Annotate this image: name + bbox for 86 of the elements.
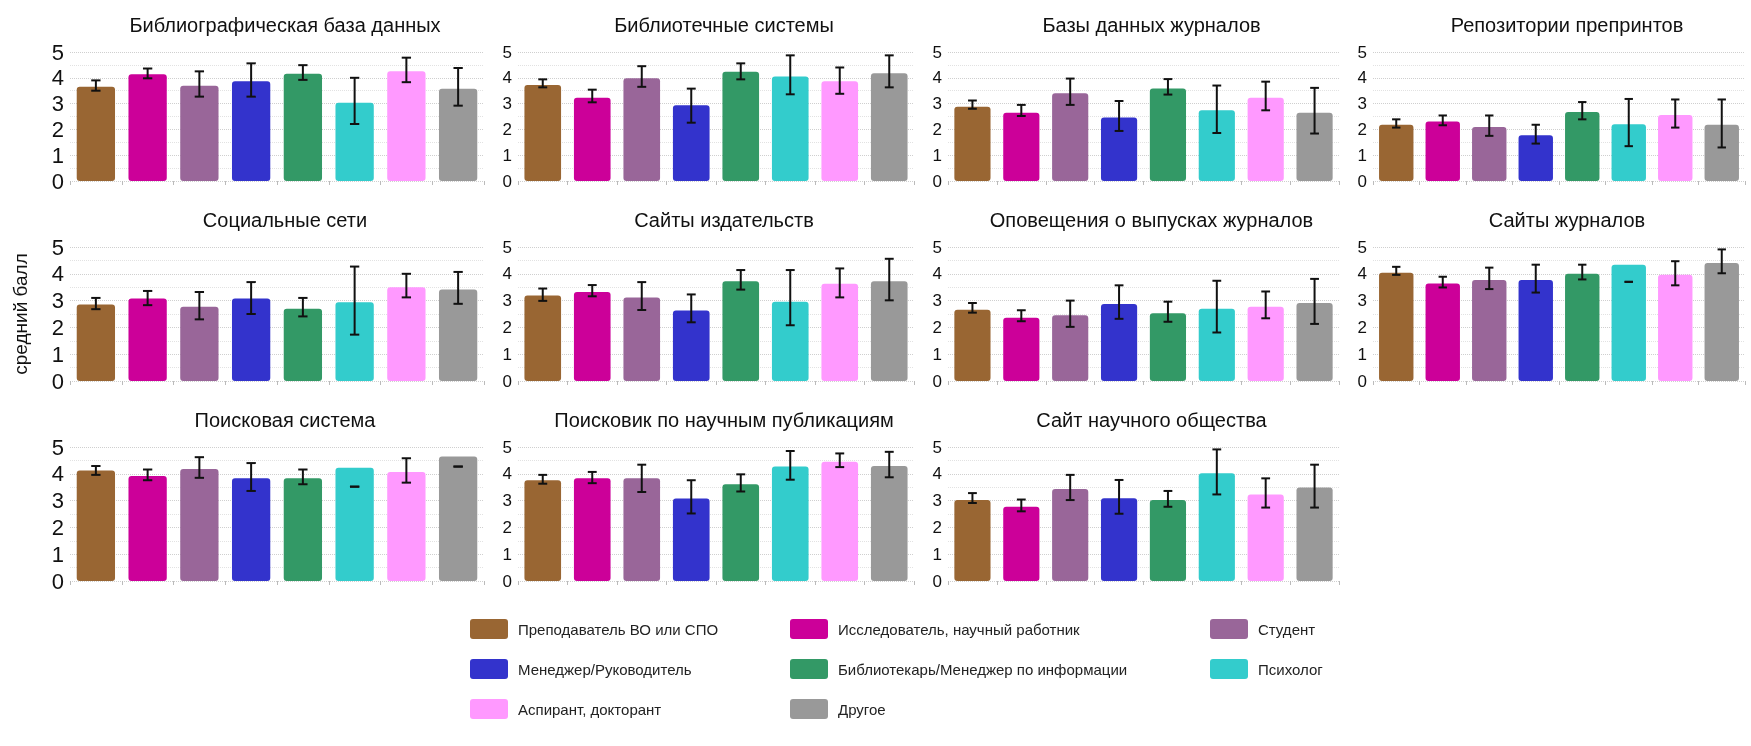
chart-title: Сайты журналов [1488,209,1646,231]
y-tick-label: 4 [932,264,942,284]
y-tick-label: 0 [932,571,942,591]
y-tick-label: 4 [51,261,64,287]
y-tick-label: 4 [51,65,64,91]
y-tick-label: 4 [502,264,512,284]
y-tick-label: 4 [932,464,942,484]
y-tick-label: 2 [51,314,64,340]
y-tick-label: 0 [502,171,512,191]
y-tick-label: 1 [51,541,64,567]
y-tick-label: 5 [1357,42,1367,62]
chart-title: Базы данных журналов [1042,14,1261,36]
y-axis-title: средний балл [10,253,31,375]
y-tick-label: 0 [502,571,512,591]
y-tick-label: 0 [51,168,64,194]
y-tick-label: 1 [1357,145,1367,165]
y-tick-label: 5 [502,237,512,257]
y-tick-label: 2 [502,317,512,337]
y-tick-label: 3 [502,291,512,311]
y-tick-label: 4 [51,461,64,487]
y-tick-label: 5 [1357,237,1367,257]
y-tick-label: 0 [51,568,64,594]
y-tick-label: 3 [932,291,942,311]
y-tick-label: 0 [1357,371,1367,391]
y-tick-label: 3 [51,288,64,314]
legend-label: Студент [1258,620,1316,638]
chart-title: Сайты издательств [634,209,814,231]
chart-title: Социальные сети [202,209,368,231]
y-tick-label: 4 [1357,68,1367,88]
y-tick-label: 2 [502,517,512,537]
y-tick-label: 2 [51,514,64,540]
chart-title: Сайт научного общества [1036,409,1268,431]
chart-title: Оповещения о выпусках журналов [989,209,1314,231]
y-tick-label: 5 [932,42,942,62]
y-tick-label: 2 [932,317,942,337]
y-tick-label: 4 [502,464,512,484]
chart-title: Поисковая система [194,409,377,431]
legend-label: Другое [838,700,886,718]
y-tick-label: 2 [932,517,942,537]
legend-label: Библиотекарь/Менеджер по информации [838,660,1128,678]
y-tick-label: 3 [51,91,64,117]
y-tick-label: 0 [502,371,512,391]
y-tick-label: 5 [51,234,64,260]
y-tick-label: 5 [51,39,64,65]
y-tick-label: 1 [932,145,942,165]
y-tick-label: 1 [51,142,64,168]
y-tick-label: 5 [932,237,942,257]
chart-title: Библиотечные системы [614,14,834,36]
y-tick-label: 0 [932,171,942,191]
y-tick-label: 1 [502,344,512,364]
legend-label: Исследователь, научный работник [838,620,1080,638]
y-tick-label: 3 [51,488,64,514]
y-tick-label: 3 [502,491,512,511]
y-tick-label: 1 [502,544,512,564]
y-tick-label: 4 [932,68,942,88]
y-tick-label: 0 [51,368,64,394]
y-tick-label: 2 [932,119,942,139]
y-tick-label: 2 [502,119,512,139]
legend-label: Преподаватель ВО или СПО [518,620,719,638]
chart-title: Репозитории препринтов [1450,14,1684,36]
y-tick-label: 4 [502,68,512,88]
y-tick-label: 0 [1357,171,1367,191]
y-tick-label: 1 [932,344,942,364]
y-tick-label: 2 [1357,119,1367,139]
y-tick-label: 5 [51,434,64,460]
y-tick-label: 0 [932,371,942,391]
y-tick-label: 2 [51,116,64,142]
y-tick-label: 1 [502,145,512,165]
legend-label: Психолог [1258,660,1323,678]
y-tick-label: 3 [502,94,512,114]
legend-label: Аспирант, докторант [518,700,662,718]
y-tick-label: 5 [502,437,512,457]
y-tick-label: 1 [1357,344,1367,364]
y-tick-label: 4 [1357,264,1367,284]
chart-title: Поисковик по научным публикациям [554,409,894,431]
y-tick-label: 3 [932,491,942,511]
y-tick-label: 3 [1357,94,1367,114]
y-tick-label: 2 [1357,317,1367,337]
legend-label: Менеджер/Руководитель [518,660,692,678]
y-tick-label: 3 [932,94,942,114]
y-tick-label: 5 [502,42,512,62]
y-tick-label: 3 [1357,291,1367,311]
y-tick-label: 1 [51,341,64,367]
chart-title: Библиографическая база данных [129,14,441,36]
y-tick-label: 1 [932,544,942,564]
y-tick-label: 5 [932,437,942,457]
